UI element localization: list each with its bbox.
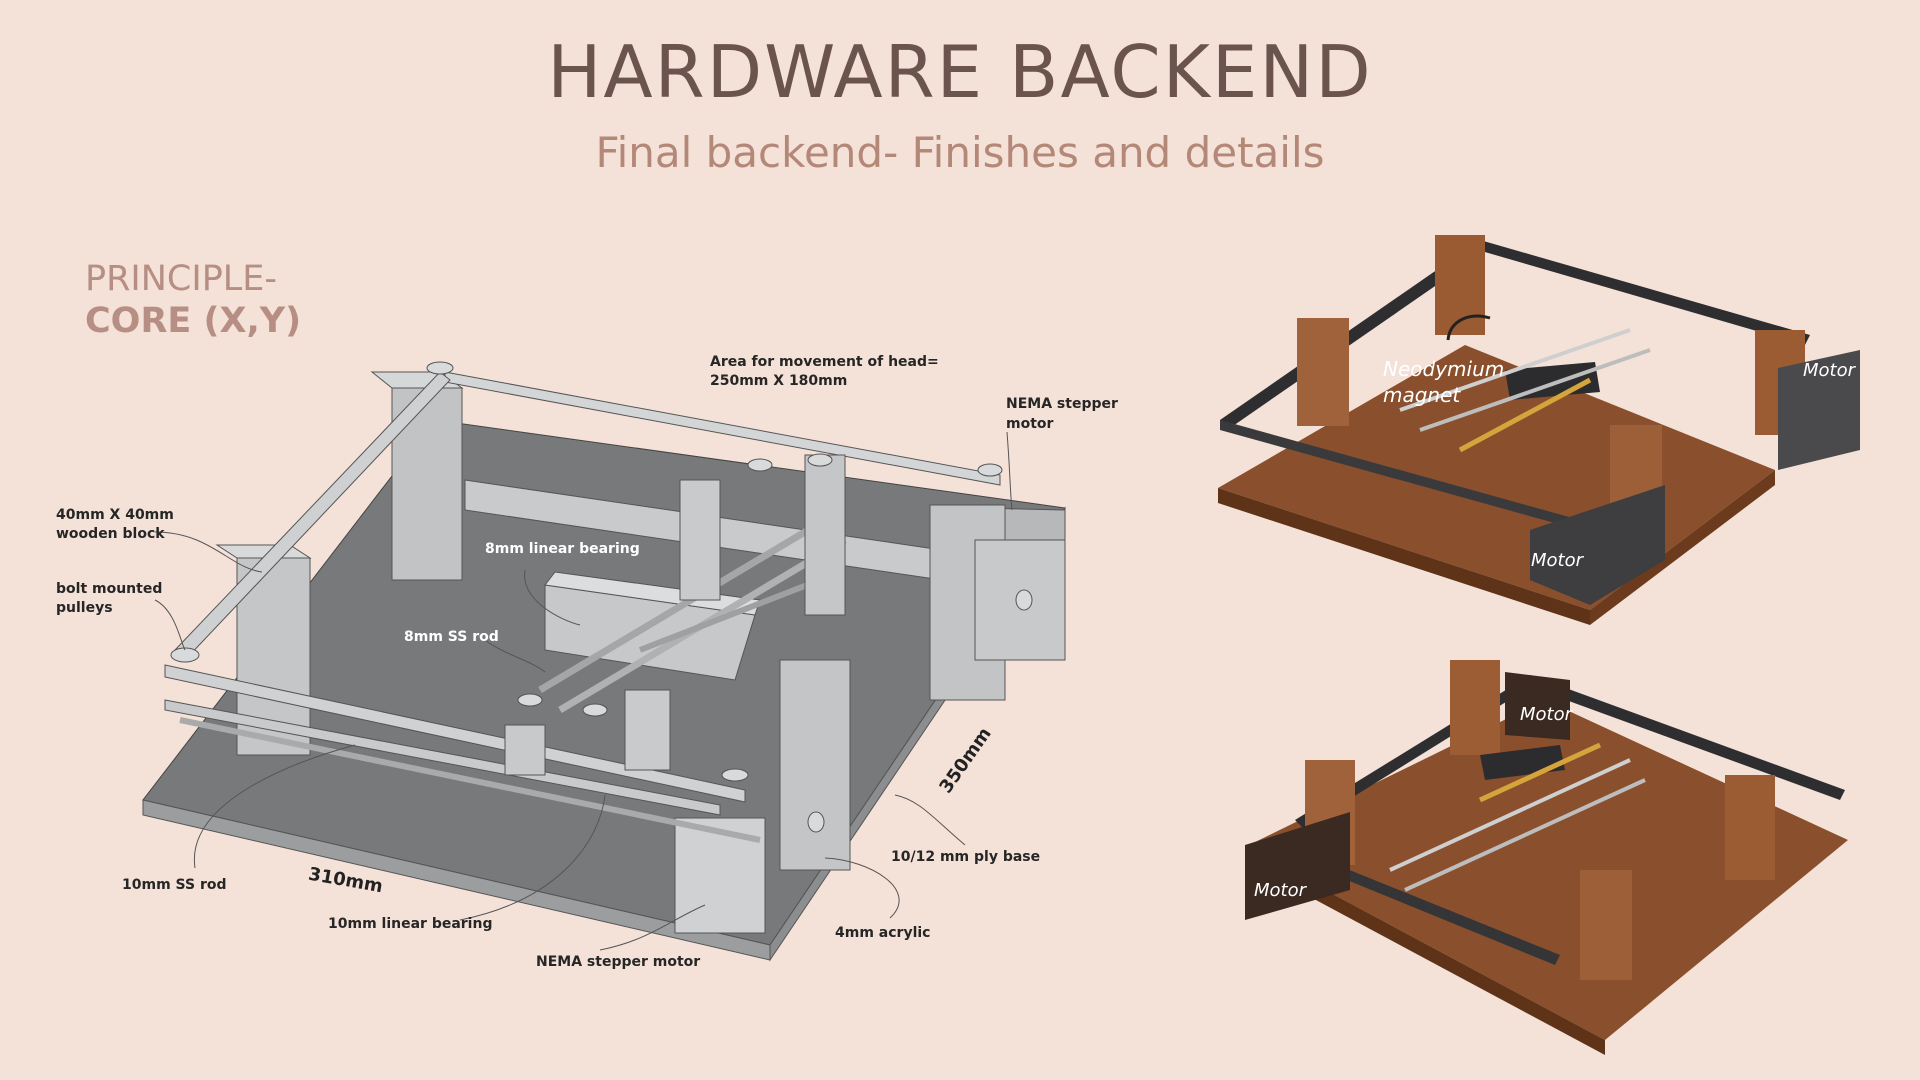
render-top-wood-1 <box>1435 235 1485 335</box>
render-bottom-frame-front <box>1298 850 1560 965</box>
label-motor-top-right: Motor <box>1803 360 1856 381</box>
pulley-5 <box>170 647 200 663</box>
label-motor-top-front: Motor <box>1531 550 1584 571</box>
principle-heading: PRINCIPLE- CORE (X,Y) <box>85 258 301 342</box>
label-pulleys-1: bolt mounted <box>56 581 163 597</box>
label-10mm-bearing: 10mm linear bearing <box>328 916 493 932</box>
render-top-motor-front <box>1530 485 1665 605</box>
page-title: HARDWARE BACKEND <box>547 30 1373 114</box>
leader-8mm-bearing <box>524 569 581 626</box>
label-nema-bottom: NEMA stepper motor <box>536 954 701 970</box>
render-bottom-wood-1 <box>1450 660 1500 755</box>
render-bottom-wood-3 <box>1725 775 1775 880</box>
leader-10mm-rod <box>194 744 356 869</box>
render-top-frame-back <box>1478 240 1810 345</box>
leader-nema-top <box>1006 431 1013 511</box>
upright-plate-2 <box>804 454 846 616</box>
rod-8mm-a <box>538 516 827 694</box>
pulley-3 <box>807 453 833 467</box>
render-top-motor-right <box>1778 350 1860 470</box>
render-top-frame-left <box>1220 240 1490 428</box>
wood-block-front-right <box>779 659 851 871</box>
upright-plate-1 <box>679 479 721 601</box>
render-bottom-frame-back <box>1525 675 1845 800</box>
pulley-2 <box>747 458 773 472</box>
pulley-6 <box>517 693 543 707</box>
label-motor-bottom-back: Motor <box>1520 704 1573 725</box>
label-motor-bottom-left: Motor <box>1254 880 1307 901</box>
label-area-line-1: Area for movement of head= <box>710 354 939 370</box>
label-8mm-bearing: 8mm linear bearing <box>485 541 640 557</box>
label-wood-block-1: 40mm X 40mm <box>56 507 174 523</box>
render-top-frame-front <box>1220 420 1580 530</box>
leader-8mm-rod <box>484 639 546 673</box>
label-acrylic: 4mm acrylic <box>835 925 931 941</box>
leader-pulleys <box>154 599 186 651</box>
upright-plate-4 <box>624 689 671 771</box>
label-neodymium-2: magnet <box>1383 383 1461 407</box>
leader-10mm-bearing <box>459 794 606 921</box>
render-top-wood-2 <box>1297 318 1349 426</box>
pulley-7 <box>582 703 608 717</box>
bolt-2 <box>807 811 825 833</box>
rod-8mm-c <box>638 577 822 653</box>
render-top <box>1218 235 1860 625</box>
label-nema-top-2: motor <box>1006 416 1054 432</box>
label-pulleys-2: pulleys <box>56 600 113 616</box>
pulley-8 <box>721 768 749 782</box>
page-subtitle: Final backend- Finishes and details <box>595 128 1325 177</box>
label-wood-block-2: wooden block <box>56 526 165 542</box>
render-bottom-motor-left <box>1245 812 1350 920</box>
rod-10mm-front <box>179 717 761 843</box>
label-area-line-2: 250mm X 180mm <box>710 373 848 389</box>
render-bottom-motor-back <box>1505 672 1570 740</box>
render-bottom-base <box>1245 700 1848 1040</box>
render-bottom-wood-4 <box>1580 870 1632 980</box>
label-neodymium-1: Neodymium <box>1383 357 1505 381</box>
rail-front <box>164 664 746 803</box>
bolt-1 <box>1015 589 1033 611</box>
label-8mm-rod: 8mm SS rod <box>404 629 499 645</box>
principle-line-2: CORE (X,Y) <box>85 301 302 341</box>
label-nema-top-1: NEMA stepper <box>1006 396 1118 412</box>
render-bottom <box>1245 660 1848 1055</box>
leader-ply-base <box>894 794 966 846</box>
leader-acrylic <box>824 857 900 919</box>
pulley-1 <box>426 361 454 375</box>
leader-wood-block <box>154 531 263 573</box>
leader-nema-bottom <box>599 904 706 951</box>
pulley-4 <box>977 463 1003 477</box>
principle-line-1: PRINCIPLE- <box>85 259 278 299</box>
label-10mm-rod: 10mm SS rod <box>122 877 227 893</box>
label-ply-base: 10/12 mm ply base <box>891 849 1041 865</box>
upright-plate-3 <box>504 724 546 776</box>
